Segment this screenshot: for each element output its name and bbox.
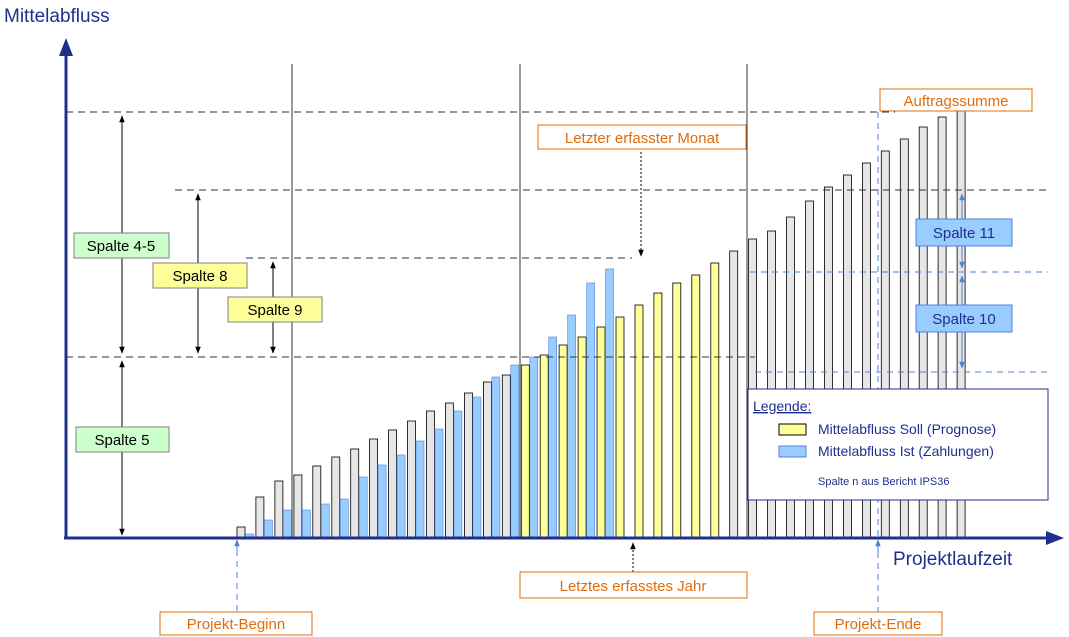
spalte-9-box	[227, 296, 323, 323]
soll-bar	[255, 496, 265, 538]
spalte-4-5-label: Spalte 4-5	[87, 238, 155, 255]
spalte-11-label: Spalte 11	[933, 225, 995, 242]
callout-letztes-jahr: Letztes erfasstes Jahr	[560, 578, 707, 595]
soll-bar	[426, 410, 435, 538]
soll-bar	[539, 354, 549, 538]
callout-letzter-monat: Letzter erfasster Monat	[565, 130, 720, 147]
horizontal-dashed-lines	[66, 111, 1050, 612]
legend-soll-label: Mittelabfluss Soll (Prognose)	[818, 421, 996, 437]
axes: Mittelabfluss Projektlaufzeit	[4, 6, 1064, 570]
callout-projekt-beginn: Projekt-Beginn	[187, 616, 285, 633]
orange-callouts: Auftragssumme Letzter erfasster Monat Le…	[159, 88, 1033, 636]
soll-bar	[444, 402, 454, 538]
ist-bar	[453, 410, 463, 538]
legend-title: Legende:	[753, 398, 811, 414]
spalte-8-label: Spalte 8	[172, 268, 227, 285]
ist-bar	[529, 356, 539, 538]
callout-auftragssumme-box	[879, 88, 1033, 112]
legend-note: Spalte n aus Bericht IPS36	[818, 476, 949, 488]
callout-letzter-monat-box	[537, 124, 747, 150]
ist-bar	[415, 440, 425, 538]
spalte-10-label: Spalte 10	[932, 311, 995, 328]
soll-bar	[691, 274, 701, 538]
soll-bar	[672, 282, 682, 538]
y-axis-arrowhead	[59, 38, 73, 56]
soll-bar	[388, 429, 398, 538]
soll-bar	[653, 292, 663, 538]
soll-bar	[482, 381, 492, 538]
ist-bar	[339, 498, 349, 538]
spalte-4-5-box	[73, 232, 170, 259]
callout-projekt-ende-box	[813, 611, 943, 636]
soll-bar	[634, 304, 644, 538]
soll-bar	[615, 316, 625, 538]
spalte-10-box	[915, 304, 1013, 333]
ist-bar	[586, 282, 595, 538]
ist-bar	[567, 314, 576, 538]
x-axis-title: Projektlaufzeit	[893, 549, 1013, 570]
soll-bar	[596, 326, 606, 538]
soll-bar	[331, 456, 341, 538]
soll-bar	[501, 374, 511, 538]
soll-bar	[520, 364, 530, 538]
soll-bar	[369, 438, 379, 538]
callout-projekt-beginn-box	[159, 611, 313, 636]
legend-ist-label: Mittelabfluss Ist (Zahlungen)	[818, 443, 994, 459]
soll-bar	[710, 262, 720, 538]
ist-bar	[510, 364, 520, 538]
soll-bar	[577, 336, 587, 538]
ist-bar	[396, 454, 406, 538]
ist-bar	[264, 519, 273, 538]
ist-bar	[320, 503, 330, 538]
legend-swatch-ist	[778, 445, 807, 458]
soll-bar	[350, 448, 360, 538]
ist-bar	[302, 509, 311, 538]
soll-bar	[293, 474, 303, 538]
spalte-5-box	[75, 426, 170, 453]
spalte-5-label: Spalte 5	[94, 432, 149, 449]
ist-bar	[548, 336, 558, 538]
soll-bar	[558, 344, 568, 538]
legend-swatch-soll	[778, 423, 807, 436]
ist-bar	[358, 476, 368, 538]
spalte-9-label: Spalte 9	[247, 302, 302, 319]
y-axis-title: Mittelabfluss	[4, 6, 110, 27]
spalte-11-box	[915, 218, 1013, 247]
x-axis-arrowhead	[1046, 531, 1064, 545]
soll-bar	[274, 480, 284, 538]
ist-bar	[605, 268, 614, 538]
legend: Legende: Mittelabfluss Soll (Prognose) M…	[747, 388, 1049, 501]
soll-bar	[407, 420, 416, 538]
spalte-8-box	[152, 262, 248, 289]
soll-bar	[312, 465, 322, 538]
ist-bar	[377, 464, 387, 538]
ist-bar	[283, 509, 292, 538]
ist-bar	[491, 376, 501, 538]
soll-bar	[463, 392, 473, 538]
ist-bar	[472, 396, 482, 538]
legend-box	[747, 388, 1049, 501]
soll-bar	[729, 250, 739, 538]
callout-auftragssumme: Auftragssumme	[903, 93, 1008, 110]
callout-letztes-jahr-box	[519, 571, 748, 599]
ist-bar	[434, 428, 444, 538]
callout-projekt-ende: Projekt-Ende	[835, 616, 922, 633]
soll-bar	[236, 526, 246, 538]
spalte-labels: Spalte 4-5 Spalte 8 Spalte 9 Spalte 5 Sp…	[73, 218, 1013, 453]
